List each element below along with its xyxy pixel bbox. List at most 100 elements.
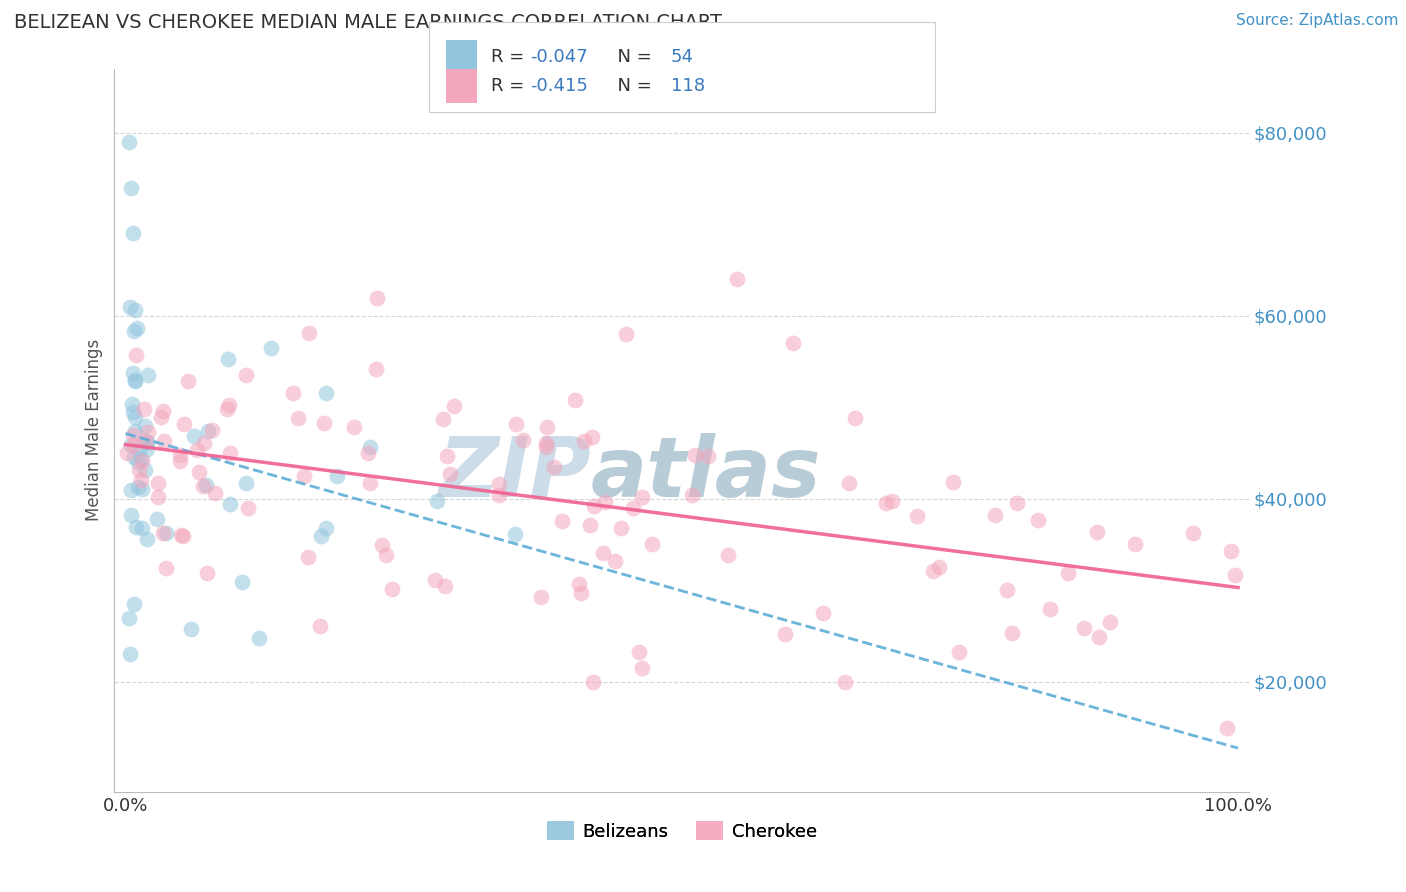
Point (1088, 630, 1111, 644)
Point (155, 525, 177, 540)
Point (127, 480, 149, 494)
Point (543, 459, 565, 474)
Point (195, 566, 218, 580)
Point (219, 445, 242, 459)
Point (1216, 721, 1239, 735)
Point (287, 411, 309, 425)
Point (129, 452, 152, 467)
Point (581, 430, 603, 444)
Point (122, 427, 145, 442)
Point (131, 483, 153, 497)
Point (120, 438, 142, 452)
Text: 118: 118 (671, 77, 704, 95)
Point (173, 417, 195, 432)
Point (124, 410, 146, 425)
Point (169, 454, 191, 468)
Point (921, 564, 943, 578)
Point (773, 627, 796, 641)
Point (297, 326, 319, 340)
Point (129, 473, 152, 487)
Point (530, 590, 553, 604)
Point (236, 500, 259, 515)
Point (217, 402, 239, 417)
Point (120, 180, 142, 194)
Text: -0.047: -0.047 (530, 48, 588, 66)
Point (505, 417, 527, 431)
Text: N =: N = (606, 48, 658, 66)
Point (942, 475, 965, 489)
Point (120, 508, 142, 522)
Point (124, 373, 146, 387)
Point (135, 442, 157, 456)
Legend: Belizeans, Cherokee: Belizeans, Cherokee (540, 814, 824, 847)
Text: ZIP: ZIP (439, 433, 591, 514)
Point (281, 386, 304, 401)
Point (292, 469, 315, 483)
Point (928, 560, 950, 574)
Point (782, 336, 804, 351)
Text: N =: N = (606, 77, 658, 95)
Point (204, 486, 226, 500)
Point (488, 476, 510, 491)
Point (536, 440, 558, 454)
Point (131, 521, 153, 535)
Point (357, 446, 380, 460)
Point (195, 478, 218, 492)
Point (136, 533, 159, 547)
Point (120, 483, 142, 497)
Point (1219, 543, 1241, 558)
Point (134, 463, 156, 477)
Text: R =: R = (491, 48, 530, 66)
Point (1005, 496, 1028, 510)
Point (127, 454, 149, 468)
Point (187, 465, 209, 479)
Point (124, 302, 146, 317)
Point (627, 644, 650, 658)
Point (115, 446, 138, 460)
Point (231, 575, 253, 590)
Point (180, 623, 202, 637)
Point (135, 435, 157, 450)
Point (128, 463, 150, 477)
Point (844, 411, 866, 425)
Point (131, 454, 153, 468)
Point (297, 550, 319, 565)
Point (247, 631, 270, 645)
Point (875, 496, 897, 510)
Point (152, 404, 174, 418)
Point (813, 606, 835, 620)
Point (725, 272, 748, 286)
Point (125, 348, 148, 362)
Point (371, 538, 394, 552)
Point (609, 521, 631, 535)
Point (375, 548, 398, 562)
Point (503, 526, 526, 541)
Point (134, 434, 156, 449)
Point (512, 433, 534, 447)
Point (148, 475, 170, 490)
Point (312, 416, 335, 430)
Point (325, 469, 347, 483)
Point (614, 326, 637, 341)
Point (366, 291, 388, 305)
Point (125, 520, 148, 534)
Point (425, 573, 447, 587)
Point (124, 450, 146, 465)
Point (172, 529, 194, 543)
Point (121, 404, 143, 418)
Point (193, 436, 215, 450)
Point (122, 366, 145, 380)
Point (359, 475, 381, 490)
Point (134, 419, 156, 434)
Point (136, 435, 159, 450)
Point (1039, 602, 1062, 616)
Point (155, 561, 177, 575)
Point (439, 467, 461, 482)
Point (1056, 566, 1078, 580)
Point (1098, 615, 1121, 630)
Y-axis label: Median Male Earnings: Median Male Earnings (86, 339, 103, 521)
Point (536, 420, 558, 434)
Point (235, 476, 257, 491)
Point (905, 509, 928, 524)
Point (433, 579, 456, 593)
